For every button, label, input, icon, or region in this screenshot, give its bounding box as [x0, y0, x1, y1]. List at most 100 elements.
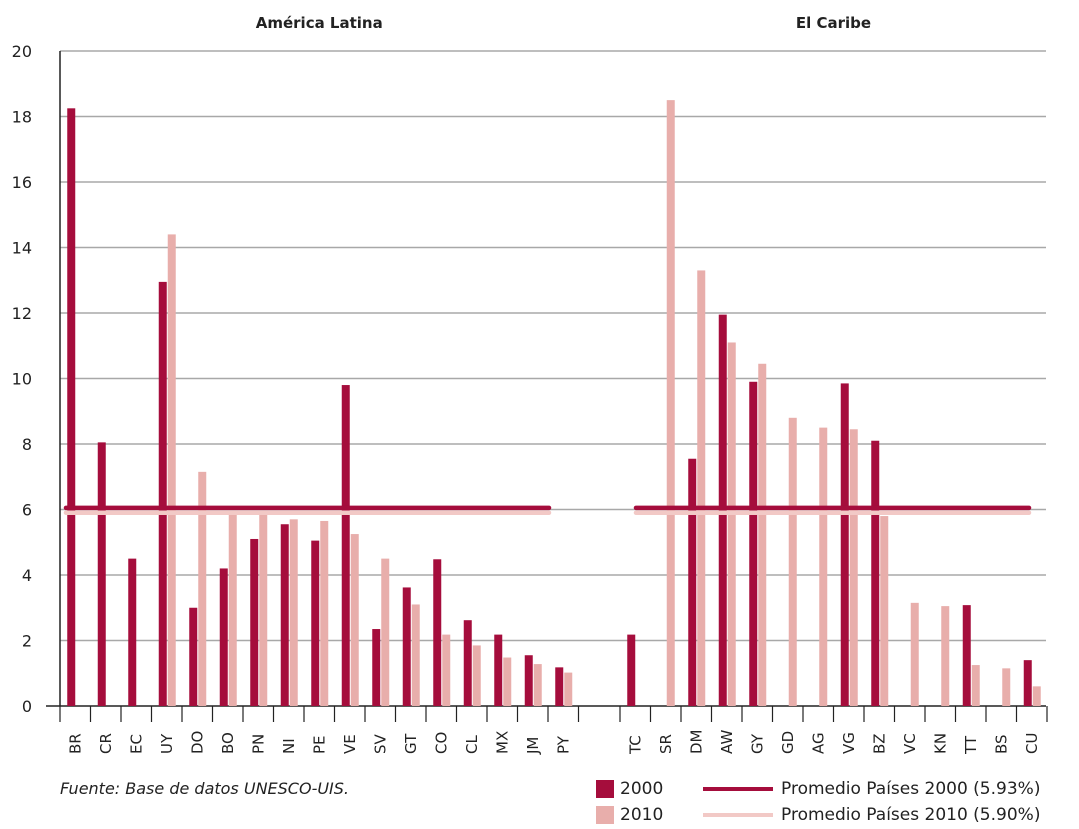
bar-2010	[472, 645, 481, 706]
bar-2010	[167, 234, 176, 706]
bar-2000	[1023, 660, 1032, 706]
category-label: NI	[280, 738, 298, 754]
category-label: BZ	[870, 733, 888, 754]
category-label: CR	[97, 733, 115, 754]
y-tick-label: 2	[22, 632, 32, 651]
bar-2010	[320, 520, 329, 706]
legend-label-2010: 2010	[620, 805, 664, 825]
bar-2000	[688, 458, 697, 706]
category-label: CO	[432, 732, 450, 754]
category-label: SV	[371, 733, 389, 754]
source-note: Fuente: Base de datos UNESCO-UIS.	[60, 779, 350, 798]
bar-2010	[1002, 668, 1011, 706]
bar-2000	[341, 385, 350, 706]
bar-2010	[289, 519, 298, 706]
category-label: VC	[901, 733, 919, 754]
bar-2000	[463, 620, 472, 706]
bar-2010	[350, 534, 359, 706]
bar-2000	[402, 587, 411, 706]
category-label: EC	[127, 734, 145, 754]
category-label: KN	[931, 733, 949, 754]
bar-2000	[718, 314, 727, 706]
bar-2000	[250, 538, 259, 706]
bar-2010	[198, 471, 207, 706]
y-tick-label: 4	[22, 566, 32, 585]
legend-line-avg-2000	[703, 787, 773, 791]
category-label: BO	[219, 732, 237, 754]
category-label: CL	[463, 735, 481, 754]
bar-2010	[381, 558, 390, 706]
category-label: DM	[687, 730, 705, 755]
legend-item-2000: 2000	[596, 778, 663, 800]
bar-2000	[871, 440, 880, 706]
category-label: UY	[158, 733, 176, 754]
legend-swatch-2000	[596, 780, 614, 798]
legend-item-avg-2000: Promedio Países 2000 (5.93%)	[703, 778, 1040, 800]
category-label: TT	[962, 735, 980, 755]
bar-2000	[189, 607, 198, 706]
bar-2000	[311, 540, 320, 706]
y-tick-label: 20	[12, 42, 32, 61]
bar-2000	[372, 629, 381, 706]
bar-2000	[280, 524, 289, 706]
bar-2010	[880, 516, 889, 706]
category-label: PY	[554, 735, 572, 754]
y-tick-label: 0	[22, 697, 32, 716]
category-label: GY	[748, 733, 766, 754]
category-label: GT	[402, 733, 420, 754]
bar-2000	[158, 281, 167, 706]
bar-2010	[819, 427, 828, 706]
bar-2010	[228, 514, 237, 706]
bar-2000	[840, 383, 849, 706]
group-title: El Caribe	[796, 14, 871, 32]
y-tick-label: 18	[12, 108, 32, 127]
bar-2010	[503, 657, 512, 706]
legend-label-avg-2010: Promedio Países 2010 (5.90%)	[781, 805, 1041, 825]
bar-2000	[962, 605, 971, 706]
bar-2000	[433, 559, 442, 706]
category-label: TC	[626, 735, 644, 755]
bar-2000	[128, 558, 137, 706]
bar-2010	[564, 672, 573, 706]
category-label: DO	[188, 731, 206, 754]
bar-2000	[67, 108, 76, 706]
category-label: PE	[310, 735, 328, 754]
y-tick-label: 10	[12, 370, 32, 389]
bar-2010	[941, 606, 950, 706]
bar-2010	[849, 429, 858, 706]
bar-2010	[971, 665, 980, 706]
bar-2000	[219, 568, 228, 706]
category-label: VG	[840, 732, 858, 754]
bar-2010	[666, 100, 675, 706]
group-title: América Latina	[256, 14, 383, 32]
y-tick-label: 6	[22, 501, 32, 520]
bar-2010	[727, 342, 736, 706]
category-label: AG	[809, 732, 827, 754]
bar-2000	[494, 634, 503, 706]
bar-2010	[259, 511, 268, 706]
legend-label-avg-2000: Promedio Países 2000 (5.93%)	[781, 779, 1041, 799]
bar-2010	[533, 664, 542, 706]
bar-2010	[788, 417, 797, 706]
y-tick-label: 8	[22, 435, 32, 454]
category-label: MX	[493, 731, 511, 754]
category-label: GD	[779, 731, 797, 754]
bar-2010	[758, 363, 767, 706]
y-tick-label: 14	[12, 239, 32, 258]
category-label: AW	[718, 730, 736, 754]
y-tick-label: 16	[12, 173, 32, 192]
legend-swatch-2010	[596, 806, 614, 824]
bar-2010	[697, 270, 706, 706]
bar-2010	[910, 602, 919, 706]
legend-item-2010: 2010	[596, 804, 663, 826]
category-label: JM	[524, 737, 542, 755]
y-tick-label: 12	[12, 304, 32, 323]
category-label: VE	[341, 734, 359, 754]
category-label: PN	[249, 734, 267, 754]
category-label: CU	[1023, 733, 1041, 754]
bar-2000	[524, 655, 533, 706]
bar-2000	[749, 381, 758, 706]
bar-2000	[97, 442, 106, 706]
category-label: BR	[66, 733, 84, 754]
